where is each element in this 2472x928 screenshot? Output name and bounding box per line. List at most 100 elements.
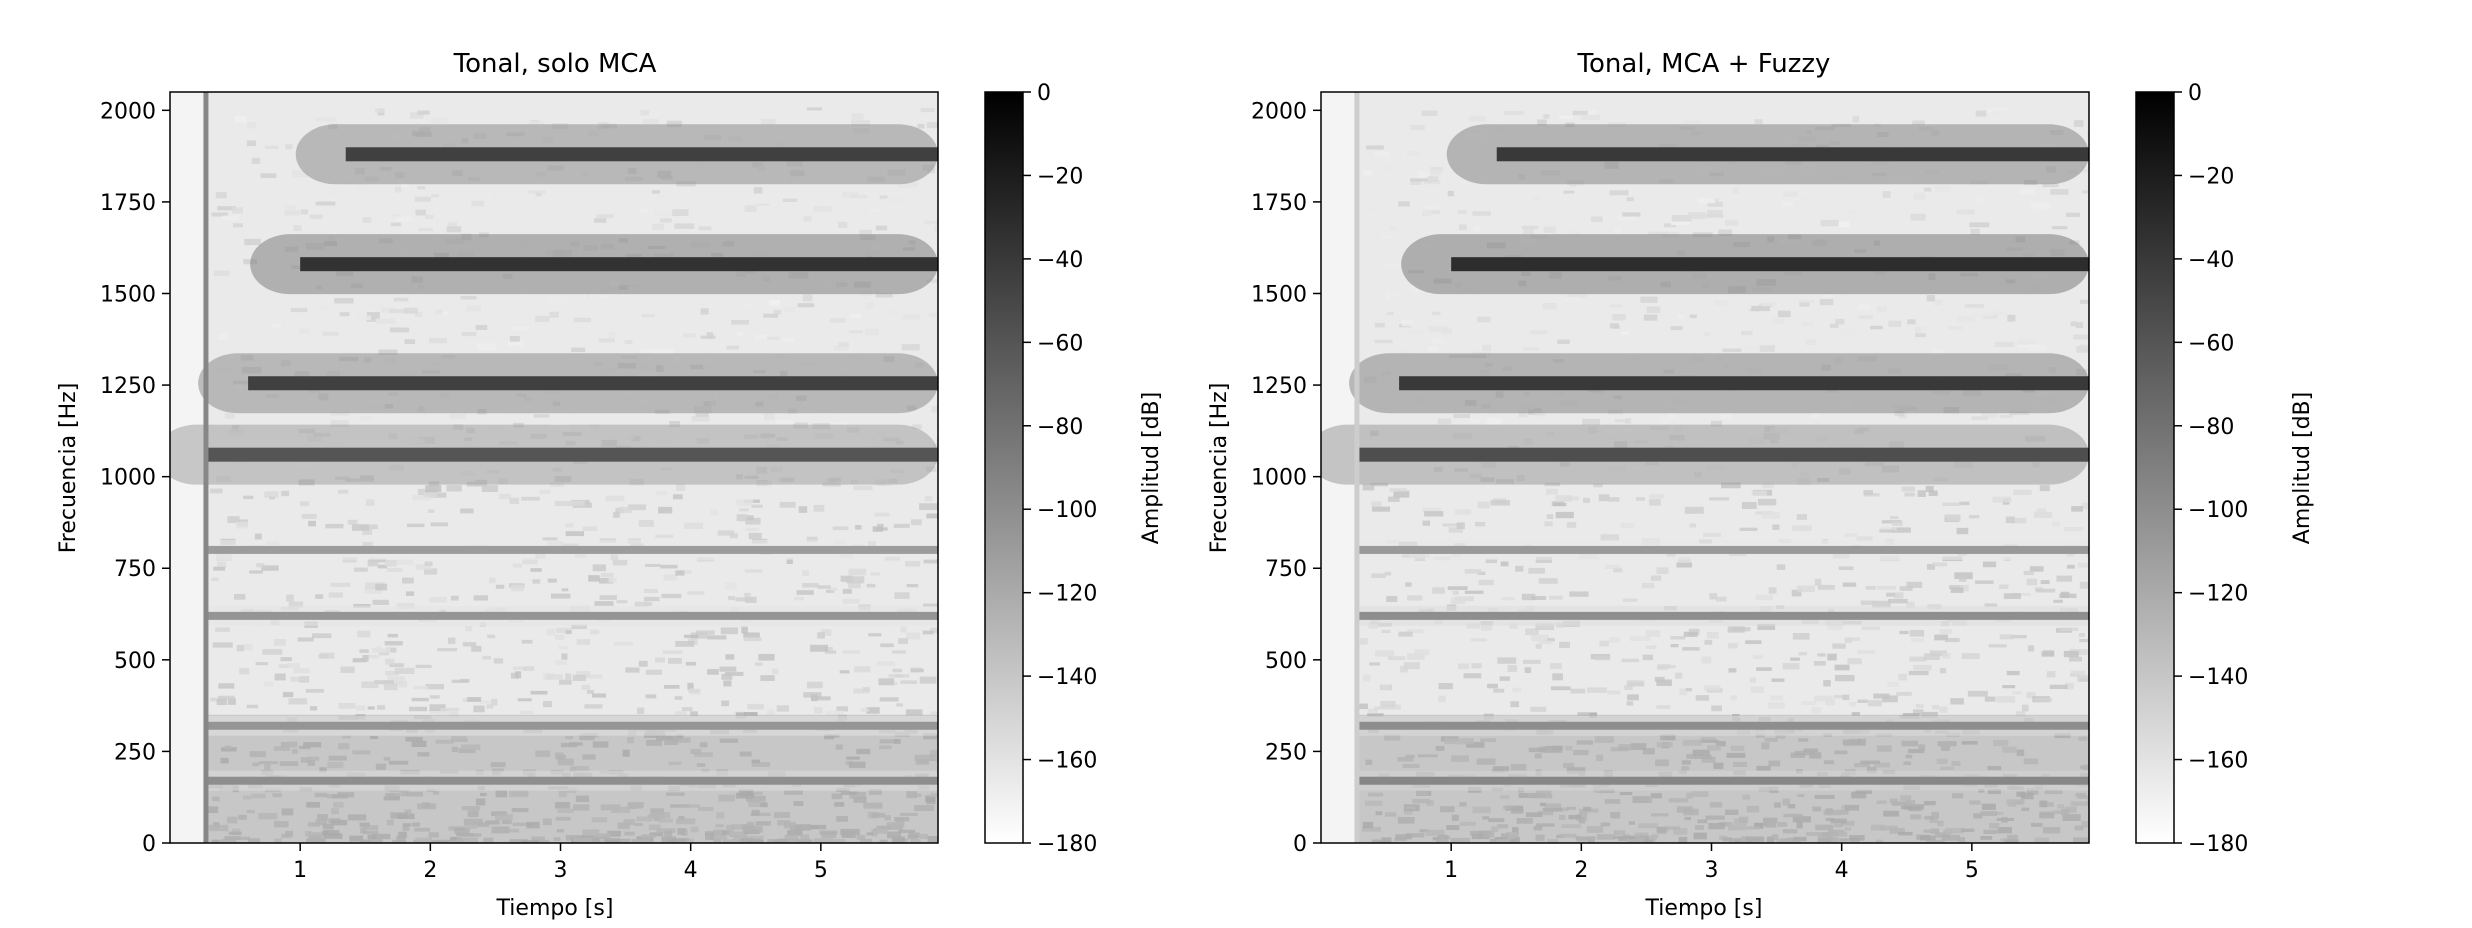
noise-speckle bbox=[1646, 306, 1661, 313]
noise-speckle bbox=[381, 307, 396, 313]
noise-speckle bbox=[1543, 114, 1550, 119]
noise-speckle bbox=[760, 118, 776, 125]
noise-speckle bbox=[2040, 580, 2050, 585]
noise-speckle bbox=[1640, 296, 1658, 303]
noise-speckle bbox=[751, 504, 763, 508]
noise-speckle bbox=[1374, 322, 1385, 328]
noise-speckle bbox=[460, 508, 474, 514]
noise-speckle bbox=[817, 632, 825, 639]
noise-speckle bbox=[1772, 318, 1785, 324]
noise-speckle bbox=[1464, 569, 1482, 574]
noise-speckle bbox=[1768, 587, 1777, 594]
noise-speckle bbox=[866, 583, 876, 588]
noise-speckle bbox=[1586, 687, 1607, 693]
noise-speckle bbox=[236, 644, 245, 652]
noise-speckle bbox=[1706, 210, 1723, 217]
noise-speckle bbox=[1931, 349, 1943, 356]
noise-speckle bbox=[1657, 664, 1671, 669]
noise-speckle bbox=[900, 626, 907, 633]
noise-speckle bbox=[274, 673, 286, 681]
noise-speckle bbox=[1650, 575, 1662, 581]
noise-speckle bbox=[669, 421, 680, 428]
noise-speckle bbox=[1944, 637, 1960, 643]
noise-speckle bbox=[1448, 527, 1463, 533]
noise-speckle bbox=[690, 711, 698, 717]
noise-speckle bbox=[1410, 288, 1424, 293]
noise-speckle bbox=[352, 658, 367, 663]
noise-speckle bbox=[1961, 653, 1980, 660]
noise-speckle bbox=[683, 333, 697, 338]
noise-speckle bbox=[1754, 119, 1763, 124]
noise-speckle bbox=[418, 227, 433, 232]
noise-speckle bbox=[1454, 509, 1471, 515]
noise-speckle bbox=[297, 637, 314, 642]
noise-speckle bbox=[217, 561, 227, 569]
noise-speckle bbox=[1552, 673, 1563, 681]
noise-speckle bbox=[1752, 655, 1763, 660]
noise-speckle bbox=[366, 499, 375, 506]
noise-speckle bbox=[729, 533, 738, 539]
noise-speckle bbox=[1790, 657, 1800, 661]
noise-speckle bbox=[1715, 596, 1727, 602]
noise-speckle bbox=[1928, 490, 1938, 497]
noise-speckle bbox=[854, 666, 871, 673]
noise-speckle bbox=[1424, 511, 1444, 517]
noise-speckle bbox=[875, 293, 893, 298]
noise-speckle bbox=[870, 572, 881, 576]
noise-speckle bbox=[1617, 216, 1637, 220]
noise-speckle bbox=[211, 212, 228, 217]
noise-speckle bbox=[1934, 299, 1943, 306]
noise-speckle bbox=[721, 700, 730, 707]
noise-speckle bbox=[1389, 488, 1407, 492]
noise-speckle bbox=[415, 209, 426, 216]
noise-speckle bbox=[2063, 527, 2084, 532]
noise-speckle bbox=[1384, 571, 1392, 576]
noise-speckle bbox=[213, 270, 230, 277]
noise-speckle bbox=[1572, 110, 1588, 116]
noise-speckle bbox=[1915, 704, 1924, 708]
noise-speckle bbox=[372, 599, 389, 605]
noise-speckle bbox=[481, 485, 499, 492]
noise-speckle bbox=[221, 215, 240, 221]
noise-speckle bbox=[1741, 502, 1757, 509]
noise-speckle bbox=[1546, 488, 1558, 495]
noise-speckle bbox=[565, 673, 572, 680]
harmonic-line-1255 bbox=[1399, 376, 2089, 391]
noise-speckle bbox=[842, 191, 859, 198]
noise-speckle bbox=[1684, 506, 1704, 514]
noise-speckle bbox=[1362, 213, 1381, 218]
noise-speckle bbox=[936, 383, 938, 391]
noise-speckle bbox=[408, 706, 428, 712]
noise-speckle bbox=[243, 644, 253, 651]
noise-speckle bbox=[509, 336, 520, 342]
noise-speckle bbox=[357, 630, 371, 638]
noise-speckle bbox=[1630, 636, 1651, 641]
noise-speckle bbox=[1898, 673, 1907, 681]
noise-speckle bbox=[832, 526, 849, 531]
noise-speckle bbox=[848, 581, 861, 589]
x-tick-label: 5 bbox=[1965, 858, 1979, 883]
noise-speckle bbox=[1470, 418, 1481, 423]
noise-speckle bbox=[1913, 192, 1926, 200]
noise-speckle bbox=[273, 638, 286, 646]
noise-speckle bbox=[530, 690, 548, 695]
noise-speckle bbox=[1654, 676, 1665, 682]
colorbar: 0 −20 −40 −60 −80 −100 −120 −140 −160 −180 bbox=[984, 81, 1097, 857]
noise-speckle bbox=[875, 527, 888, 531]
noise-speckle bbox=[561, 653, 568, 660]
noise-speckle bbox=[1706, 631, 1719, 639]
noise-speckle bbox=[803, 216, 812, 222]
noise-speckle bbox=[1547, 638, 1555, 642]
noise-speckle bbox=[1914, 326, 1928, 333]
noise-speckle bbox=[590, 629, 600, 635]
noise-speckle bbox=[1947, 326, 1963, 330]
noise-speckle bbox=[366, 312, 380, 319]
noise-speckle bbox=[744, 592, 751, 597]
noise-speckle bbox=[624, 340, 633, 344]
noise-speckle bbox=[698, 226, 712, 231]
x-axis-label: Tiempo [s] bbox=[496, 896, 614, 921]
noise-speckle bbox=[396, 559, 414, 565]
noise-speckle bbox=[299, 328, 310, 334]
noise-speckle bbox=[798, 506, 808, 513]
harmonic-line-170 bbox=[206, 776, 938, 785]
